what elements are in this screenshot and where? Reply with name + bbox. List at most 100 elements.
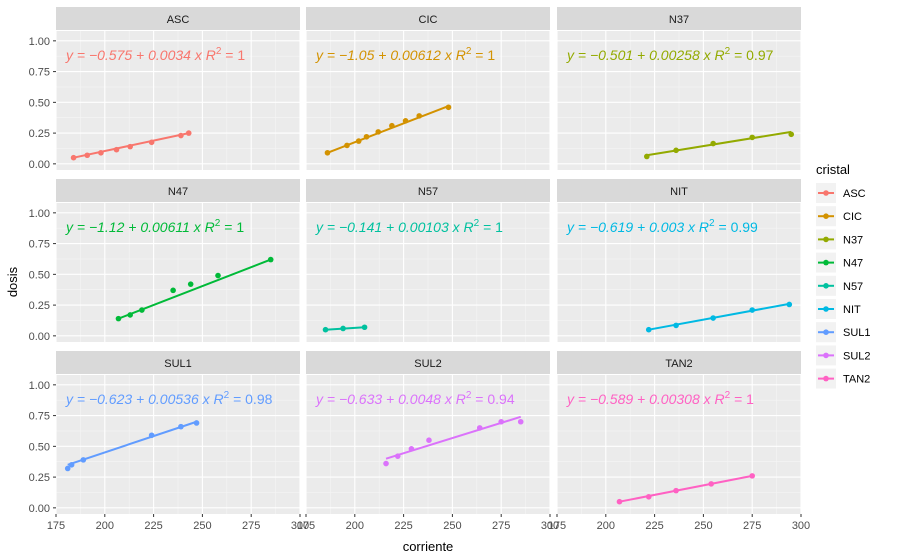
facet-strip [56,351,300,374]
x-tick-label: 175 [548,520,566,532]
x-tick-label: 275 [242,520,260,532]
facet-panels: ASC 0.00 0.25 0.50 0.75 1.00 y = −0.575 + 0.00… [29,7,810,532]
data-point [115,315,122,322]
legend-item-nit: NIT [816,299,861,319]
x-tick-label: 225 [394,520,412,532]
y-tick-label: 1.00 [29,380,50,392]
x-tick-label: 300 [541,520,559,532]
regression-equation: y = −0.619 + 0.003 x R2 = 0.99 [566,218,758,235]
legend-item-asc: ASC [816,183,866,203]
facet-panel-n57: N57 y = −0.141 + 0.00103 x R2 = 1 [305,179,551,342]
data-point [498,418,505,425]
facet-panel-asc: ASC 0.00 0.25 0.50 0.75 1.00 y = −0.575 + 0.00… [29,7,301,171]
facet-panel-nit: NIT y = −0.619 + 0.003 x R2 = 0.99 [556,179,802,342]
legend-key-point [823,236,829,243]
facet-strip [557,351,801,374]
x-tick-label: 225 [144,520,162,532]
data-point [476,425,483,431]
facet-strip [306,351,550,374]
data-point [375,129,382,135]
x-axis-title: corriente [403,539,454,554]
legend-title: cristal [816,162,850,177]
data-point [187,281,194,287]
regression-equation: y = −0.633 + 0.0048 x R2 = 0.94 [315,390,515,407]
regression-equation: y = −0.623 + 0.00536 x R2 = 0.98 [65,390,273,407]
data-point [139,307,145,313]
data-point [84,152,91,159]
x-tick-label: 200 [346,520,364,532]
y-tick-label: 0.25 [29,300,50,312]
legend-key-point [823,190,829,196]
facet-strip [306,7,550,30]
x-tick-label: 200 [96,520,114,532]
legend-key-point [823,213,829,219]
data-point [215,272,221,279]
legend-item-cic: CIC [816,206,862,227]
facet-panel-sul2: SUL2 175 200 225 250 275 300 y = −0.633 + 0.004… [297,351,559,532]
legend-item-tan2: TAN2 [816,368,870,389]
data-point [445,104,452,111]
data-point [355,138,362,144]
x-tick-label: 175 [297,520,315,532]
data-point [148,139,155,146]
data-point [361,324,368,331]
y-tick-label: 0.50 [29,97,50,109]
legend-item-sul2: SUL2 [816,345,871,366]
facet-strip-label: SUL2 [414,358,442,370]
facet-strip-label: SUL1 [164,358,192,370]
data-point [322,326,329,333]
x-tick-label: 175 [47,520,65,532]
regression-equation: y = −1.12 + 0.00611 x R2 = 1 [65,218,244,235]
facet-panel-sul1: SUL1 0.00 0.25 0.50 0.75 1.00 175 200 225 250 275 3… [29,351,309,532]
legend-key-point [823,283,829,289]
x-tick-label: 275 [492,520,510,532]
legend-label: N47 [843,258,863,270]
data-point [113,146,120,153]
data-point [402,117,409,124]
regression-equation: y = −0.501 + 0.00258 x R2 = 0.97 [566,46,774,63]
fit-line [619,474,753,503]
y-tick-label: 0.25 [29,472,50,484]
facet-strip-label: N47 [168,186,188,198]
data-point [363,133,370,140]
data-point [786,301,793,308]
data-point [645,493,652,500]
data-point [267,256,274,263]
legend-label: NIT [843,304,861,316]
x-tick-label: 250 [193,520,211,532]
fit-line [385,415,522,460]
facet-strip [557,7,801,30]
data-point [148,432,155,439]
data-point [127,143,133,150]
data-point [389,122,395,129]
data-point [616,498,623,505]
legend-key-point [823,329,829,336]
regression-equation: y = −1.05 + 0.00612 x R2 = 1 [315,46,495,63]
data-point [643,153,650,160]
data-point [749,307,755,313]
data-point [426,437,432,443]
x-tick-label: 250 [694,520,712,532]
legend-label: N57 [843,281,863,293]
y-tick-label: 0.00 [29,503,50,515]
legend-label: SUL1 [843,327,871,339]
facet-panel-tan2: TAN2 175 200 225 250 275 300 y = −0.589 + 0.003… [548,351,810,532]
data-point [673,487,679,494]
data-point [749,134,755,141]
data-point [340,325,346,332]
legend-label: N37 [843,234,863,246]
x-tick-label: 300 [792,520,810,532]
data-point [673,322,679,329]
y-tick-label: 0.00 [29,331,50,343]
facet-strip-label: NIT [670,186,688,198]
data-point [178,132,184,139]
data-point [80,457,87,463]
x-tick-label: 225 [645,520,663,532]
data-point [383,460,389,467]
data-point [70,154,77,161]
fit-line [648,302,790,331]
legend-item-n37: N37 [816,229,863,250]
facet-panel-n47: N47 0.00 0.25 0.50 0.75 1.00 y = −1.12 + 0.006… [29,179,301,343]
facet-strip-label: TAN2 [665,358,692,370]
